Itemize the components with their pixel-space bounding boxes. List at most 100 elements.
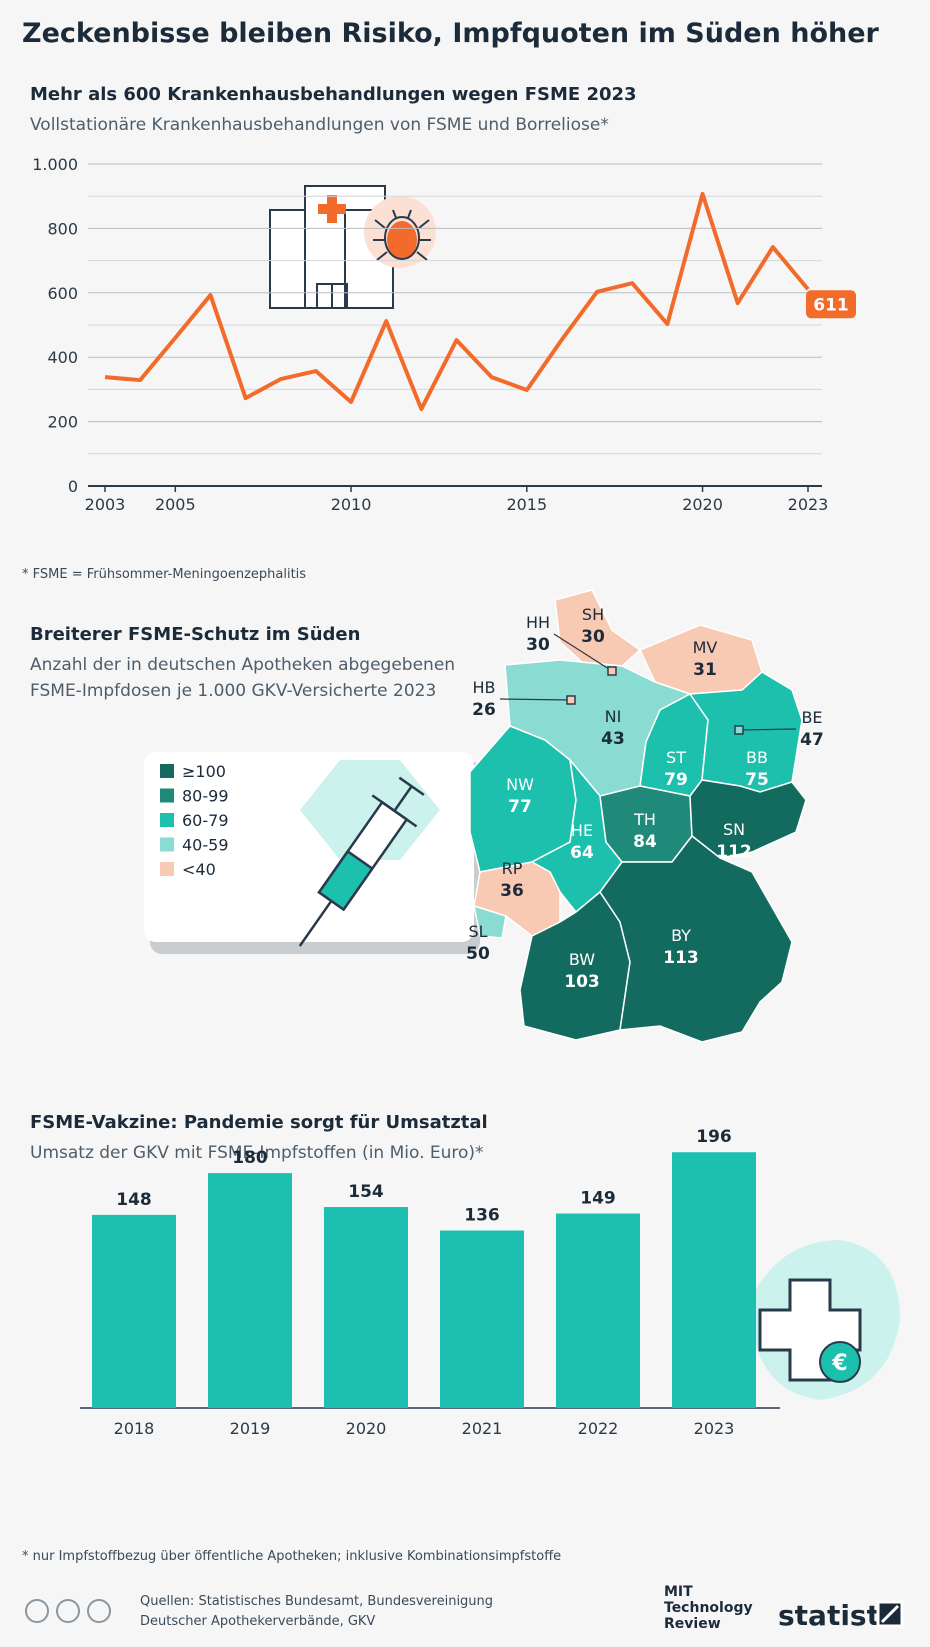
state-code: MV: [693, 638, 718, 657]
state-point: [607, 666, 617, 676]
legend-swatch: [160, 813, 174, 827]
y-tick-label: 400: [47, 348, 78, 367]
state-code: SH: [582, 605, 604, 624]
chart-subtitle: FSME-Impfdosen je 1.000 GKV-Versicherte …: [30, 681, 436, 701]
chart-subtitle: Vollstationäre Krankenhausbehandlungen v…: [30, 115, 609, 135]
state-code: HE: [571, 821, 593, 840]
state-area: [473, 904, 507, 939]
legend-label: 60-79: [182, 811, 229, 830]
brand-mark: [876, 1600, 904, 1628]
bar: [672, 1152, 756, 1408]
legend-label: <40: [182, 860, 216, 879]
state-code: BW: [569, 950, 595, 969]
state-value: 31: [693, 660, 717, 680]
chart-note: * nur Impfstoffbezug über öffentliche Ap…: [22, 1549, 561, 1564]
y-tick-label: 600: [47, 284, 78, 303]
state-value: 64: [570, 843, 594, 863]
x-tick-label: 2021: [462, 1419, 503, 1438]
x-tick-label: 2018: [114, 1419, 155, 1438]
state-area: [689, 779, 807, 859]
state-code: BB: [746, 748, 768, 767]
value-label: 148: [116, 1190, 152, 1210]
partner-logo: Technology: [664, 1600, 753, 1616]
syringe-icon: [298, 776, 425, 947]
state-value: 30: [581, 627, 605, 647]
leader-line: [499, 698, 572, 701]
x-tick-label: 2023: [788, 495, 829, 514]
euro-sign: €: [831, 1351, 847, 1376]
value-label: 154: [348, 1182, 384, 1202]
chart-subtitle: Umsatz der GKV mit FSME-Impfstoffen (in …: [30, 1143, 484, 1163]
x-tick-label: 2019: [230, 1419, 271, 1438]
legend-label: 80-99: [182, 787, 229, 806]
chart-title: Mehr als 600 Krankenhausbehandlungen weg…: [30, 84, 637, 105]
state-code: NI: [605, 707, 622, 726]
state-value: 26: [472, 700, 496, 720]
x-tick-label: 2003: [85, 495, 126, 514]
chart-subtitle: Anzahl der in deutschen Apotheken abgege…: [30, 655, 455, 675]
state-value: 75: [745, 770, 769, 790]
state-value: 30: [526, 635, 550, 655]
state-value: 47: [800, 730, 824, 750]
bar: [556, 1213, 640, 1408]
state-code: NW: [506, 775, 534, 794]
x-tick-label: 2020: [682, 495, 723, 514]
chart-title: Breiterer FSME-Schutz im Süden: [30, 624, 360, 645]
state-value: 43: [601, 729, 625, 749]
y-tick-label: 800: [47, 219, 78, 238]
legend-label: ≥100: [182, 762, 226, 781]
state-code: BY: [671, 926, 691, 945]
state-point: [734, 725, 744, 735]
state-code: SN: [723, 820, 745, 839]
y-tick-label: 1.000: [32, 155, 78, 174]
value-label: 611: [813, 295, 849, 315]
x-tick-label: 2015: [506, 495, 547, 514]
state-value: 77: [508, 797, 532, 817]
leader-line: [738, 728, 797, 731]
x-tick-label: 2020: [346, 1419, 387, 1438]
state-value: 50: [466, 944, 490, 964]
state-code: TH: [633, 810, 656, 829]
state-code: SL: [468, 922, 487, 941]
source-line: Deutscher Apothekerverbände, GKV: [140, 1614, 375, 1629]
bar: [324, 1207, 408, 1408]
x-tick-label: 2010: [331, 495, 372, 514]
legend-swatch: [160, 862, 174, 876]
data-line: [104, 191, 810, 412]
partner-logo: MIT: [664, 1584, 693, 1600]
value-label-box: [806, 290, 856, 319]
legend-label: 40-59: [182, 836, 229, 855]
legend-swatch: [160, 764, 174, 778]
euro-cross-icon: €: [750, 1240, 900, 1400]
state-area: [599, 834, 793, 1043]
x-tick-label: 2022: [578, 1419, 619, 1438]
state-code: HB: [472, 678, 495, 697]
bar: [208, 1173, 292, 1408]
state-value: 84: [633, 832, 657, 852]
main-title: Zeckenbisse bleiben Risiko, Impfquoten i…: [22, 18, 880, 49]
bar: [92, 1214, 176, 1408]
value-label: 136: [464, 1206, 500, 1226]
state-code: ST: [666, 748, 686, 767]
bar: [440, 1230, 524, 1408]
value-label: 149: [580, 1189, 616, 1209]
state-value: 36: [500, 881, 524, 901]
state-area: [554, 589, 642, 667]
value-label: 196: [696, 1127, 732, 1147]
source-line: Quellen: Statistisches Bundesamt, Bundes…: [140, 1594, 493, 1609]
state-value: 112: [716, 842, 752, 862]
legend-swatch: [160, 837, 174, 852]
value-label: 180: [232, 1148, 268, 1168]
partner-logo: Review: [664, 1616, 721, 1632]
legend-swatch: [160, 788, 174, 803]
y-tick-label: 0: [68, 477, 78, 496]
state-value: 103: [564, 972, 600, 992]
chart-title: FSME-Vakzine: Pandemie sorgt für Umsatzt…: [30, 1112, 488, 1133]
state-value: 113: [663, 948, 699, 968]
leader-line: [553, 633, 613, 672]
x-tick-label: 2023: [694, 1419, 735, 1438]
state-code: RP: [502, 859, 523, 878]
state-value: 79: [664, 770, 688, 790]
state-code: HH: [526, 613, 550, 632]
